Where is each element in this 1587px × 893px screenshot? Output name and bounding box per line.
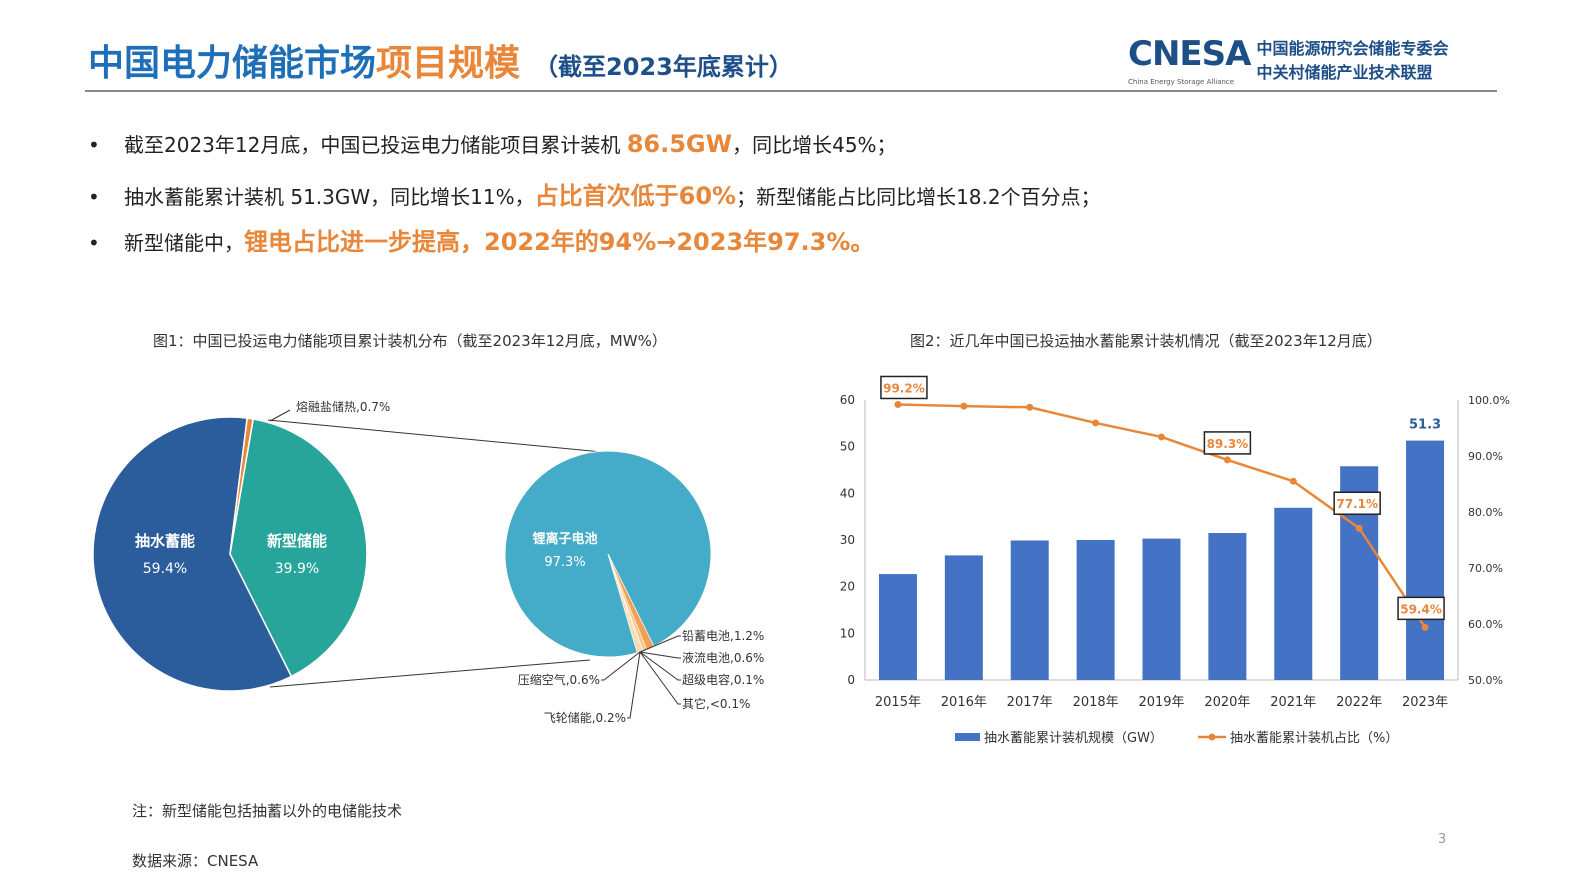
legend-bar-swatch <box>955 733 980 741</box>
line-label-box <box>1397 596 1445 621</box>
line-point-2017年 <box>1026 403 1034 411</box>
line-data-label: 99.2% <box>883 381 925 395</box>
pie-label-飞轮储能: 飞轮储能,0.2% <box>544 710 626 725</box>
pie-slice-新型储能 <box>229 418 368 678</box>
leader-line <box>601 651 641 681</box>
pie-label-铅蓄电池: 铅蓄电池,1.2% <box>682 629 764 643</box>
pie-value-new: 39.9% <box>275 561 319 577</box>
line-point-2021年 <box>1289 477 1297 485</box>
bar-2023年 <box>1406 440 1445 680</box>
data-source: 数据来源：CNESA <box>132 852 259 870</box>
line-point-2022年 <box>1355 524 1363 532</box>
y-tick-right: 50.0% <box>1468 674 1503 687</box>
logo-line2: 中关村储能产业技术联盟 <box>1256 62 1433 82</box>
pie-label-其它: 其它,<0.1% <box>682 696 750 711</box>
bar-2020年 <box>1208 533 1247 680</box>
y-tick-left: 30 <box>840 533 855 547</box>
logo-line1: 中国能源研究会储能专委会 <box>1256 38 1449 58</box>
line-point-2023年 <box>1421 623 1429 631</box>
bullet-3: • 新型储能中，锂电占比进一步提高，2022年的94%→2023年97.3%。 <box>88 228 875 256</box>
pie-label-new: 新型储能 <box>267 532 327 550</box>
pie-label-超级电容: 超级电容,0.1% <box>682 672 764 687</box>
leader-line <box>639 635 681 653</box>
x-tick: 2018年 <box>1073 695 1119 710</box>
pie-label-lithium: 锂离子电池 <box>532 531 597 547</box>
leader-line <box>269 409 291 422</box>
chart2-title: 图2：近几年中国已投运抽水蓄能累计装机情况（截至2023年12月底） <box>910 332 1382 350</box>
footnote: 注：新型储能包括抽蓄以外的电储能技术 <box>132 802 403 820</box>
logo-name: CNESA <box>1128 34 1251 74</box>
y-tick-right: 70.0% <box>1468 562 1503 575</box>
bar-2017年 <box>1010 540 1049 680</box>
pie-slice-熔融盐储热 <box>229 417 255 555</box>
line-point-2020年 <box>1223 456 1231 464</box>
line-label-box <box>880 375 928 400</box>
line-point-2016年 <box>960 402 968 410</box>
y-tick-left: 0 <box>847 673 855 687</box>
legend-bar-label: 抽水蓄能累计装机规模（GW） <box>984 731 1163 746</box>
line-data-label: 59.4% <box>1400 602 1442 616</box>
x-tick: 2020年 <box>1204 695 1250 710</box>
pie-label-液流电池: 液流电池,0.6% <box>682 650 764 665</box>
page-title: 中国电力储能市场项目规模 （截至2023年底累计） <box>88 34 793 86</box>
line-data-label: 89.3% <box>1207 437 1249 451</box>
pie-label-压缩空气: 压缩空气,0.6% <box>518 672 600 687</box>
bar-line-chart: 0 10 20 30 40 50 60 50.0% 60.0% 70.0% 80.0% 90.0% 10… <box>840 375 1510 746</box>
pie-value-lithium: 97.3% <box>544 555 585 570</box>
y-tick-right: 90.0% <box>1468 450 1503 463</box>
cnesa-logo: CNESA China Energy Storage Alliance 中国能源研… <box>1128 34 1448 87</box>
pie-label-molten-salt: 熔融盐储热,0.7% <box>296 399 390 414</box>
leader-line <box>627 651 641 719</box>
pie-label-pumped: 抽水蓄能 <box>135 532 195 550</box>
y-tick-left: 50 <box>840 440 855 454</box>
x-tick: 2015年 <box>875 695 921 710</box>
x-tick: 2022年 <box>1336 695 1382 710</box>
leader-line <box>639 651 681 659</box>
bar-2016年 <box>944 555 983 680</box>
legend-line-label: 抽水蓄能累计装机占比（%） <box>1230 731 1398 746</box>
y-tick-left: 60 <box>840 393 855 407</box>
y-tick-left: 10 <box>840 626 855 640</box>
logo-tagline: China Energy Storage Alliance <box>1128 78 1235 86</box>
bar-2015年 <box>878 574 917 680</box>
connector-line <box>267 419 603 453</box>
pie-value-pumped: 59.4% <box>143 561 187 577</box>
x-tick: 2023年 <box>1402 695 1448 710</box>
leader-line <box>639 651 681 705</box>
x-tick: 2016年 <box>941 695 987 710</box>
y-tick-right: 60.0% <box>1468 618 1503 631</box>
line-label-box <box>1333 491 1381 515</box>
x-tick: 2017年 <box>1007 695 1053 710</box>
header-divider <box>85 90 1497 92</box>
title-subtitle: （截至2023年底累计） <box>534 53 793 81</box>
y-tick-right: 100.0% <box>1468 394 1510 407</box>
line-point-2015年 <box>894 400 902 408</box>
pie-slice-抽水蓄能 <box>92 416 293 692</box>
y-tick-left: 20 <box>840 580 855 594</box>
bar-2018年 <box>1076 540 1115 680</box>
bullet-2: • 抽水蓄能累计装机 51.3GW，同比增长11%，占比首次低于60%；新型储能占… <box>88 182 1101 210</box>
line-point-2018年 <box>1092 419 1100 427</box>
line-data-label: 77.1% <box>1336 497 1378 511</box>
line-point-2019年 <box>1158 433 1165 441</box>
pie-chart: 抽水蓄能 59.4% 新型储能 39.9% 熔融盐储热,0.7% 锂离子电池 97.3% 铅蓄… <box>92 399 764 725</box>
y-tick-left: 40 <box>840 486 855 500</box>
bullet-1: • 截至2023年12月底，中国已投运电力储能项目累计装机 86.5GW，同比增长… <box>88 130 897 158</box>
pie-slice-lithium <box>504 450 712 658</box>
x-tick: 2021年 <box>1270 695 1316 710</box>
page-number: 3 <box>1438 832 1447 847</box>
chart1-title: 图1：中国已投运电力储能项目累计装机分布（截至2023年12月底，MW%） <box>153 332 667 350</box>
line-label-box <box>1203 431 1252 455</box>
connector-line <box>269 659 591 688</box>
legend-line-marker <box>1208 733 1216 741</box>
x-tick: 2019年 <box>1138 695 1184 710</box>
bar-2019年 <box>1142 538 1181 680</box>
leader-line <box>639 651 681 681</box>
title-main: 中国电力储能市场 <box>88 43 377 84</box>
bar-2021年 <box>1274 507 1313 680</box>
y-tick-right: 80.0% <box>1468 506 1503 519</box>
title-highlight: 项目规模 <box>376 43 521 84</box>
bar-data-label: 51.3 <box>1409 418 1441 433</box>
